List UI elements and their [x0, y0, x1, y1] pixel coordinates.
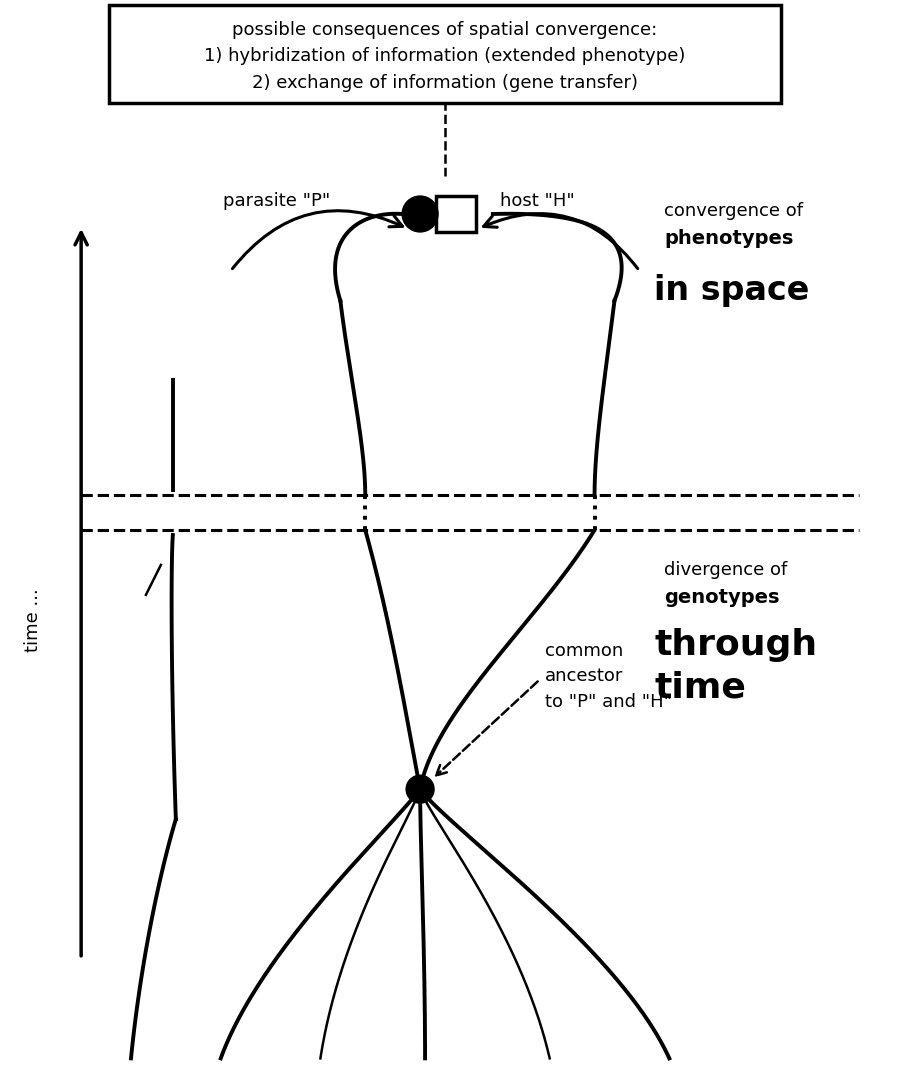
- Text: genotypes: genotypes: [664, 588, 779, 607]
- Text: ancestor: ancestor: [544, 666, 623, 685]
- Text: common: common: [544, 642, 623, 660]
- FancyArrowPatch shape: [232, 210, 402, 268]
- FancyBboxPatch shape: [436, 196, 476, 232]
- Circle shape: [406, 776, 434, 804]
- Text: in space: in space: [654, 275, 810, 307]
- Text: time: time: [654, 671, 746, 705]
- Text: parasite "P": parasite "P": [223, 192, 330, 210]
- FancyBboxPatch shape: [109, 4, 781, 103]
- Text: phenotypes: phenotypes: [664, 230, 794, 249]
- Text: to "P" and "H": to "P" and "H": [544, 693, 671, 711]
- Circle shape: [402, 196, 438, 232]
- Text: possible consequences of spatial convergence:
1) hybridization of information (e: possible consequences of spatial converg…: [204, 21, 686, 92]
- Text: host "H": host "H": [500, 192, 574, 210]
- Text: through: through: [654, 628, 817, 662]
- Text: time ...: time ...: [24, 588, 42, 651]
- Text: convergence of: convergence of: [664, 202, 804, 220]
- Text: divergence of: divergence of: [664, 561, 788, 579]
- FancyArrowPatch shape: [483, 214, 638, 268]
